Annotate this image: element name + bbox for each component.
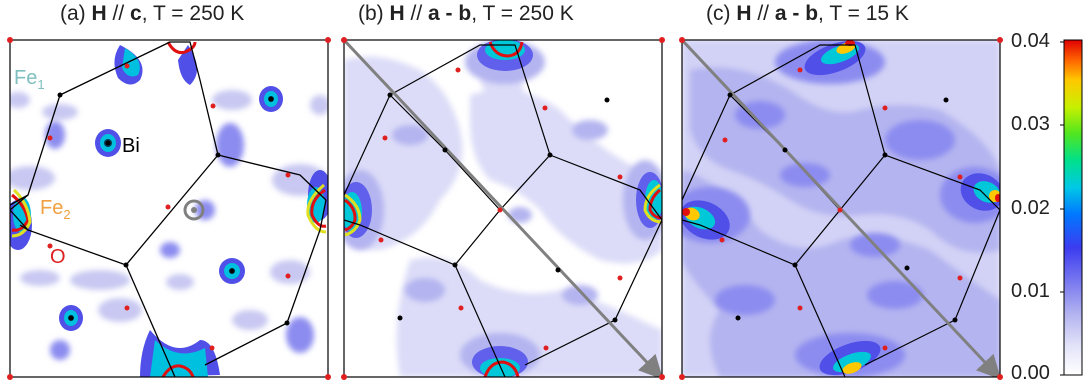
panel-b — [341, 37, 665, 380]
panel-b-frame — [343, 39, 663, 378]
bi-label: Bi — [122, 135, 140, 157]
panel-a-title: (a) H // c, T = 250 K — [60, 2, 245, 25]
fe2-label: Fe2 — [40, 197, 71, 222]
fe1-label: Fe1 — [14, 67, 45, 92]
panel-c-frame — [681, 39, 1001, 378]
colorbar-tick-label: 0.00 — [1011, 362, 1050, 384]
panel-a-density-map — [10, 41, 328, 377]
colorbar — [1060, 39, 1083, 376]
colorbar-tick-label: 0.03 — [1011, 113, 1050, 135]
colorbar-tick-label: 0.01 — [1011, 280, 1050, 302]
panel-b-title: (b) H // a - b, T = 250 K — [358, 2, 574, 25]
panel-b-density-map — [344, 40, 662, 377]
o-label: O — [50, 246, 66, 268]
colorbar-tick-label: 0.02 — [1011, 197, 1050, 219]
panel-c-density-map — [682, 40, 1000, 377]
panel-c-direction-arrow — [682, 40, 1000, 377]
out-of-plane-axis-icon — [183, 199, 205, 221]
panel-a-frame — [9, 39, 329, 378]
colorbar-tick-label: 0.04 — [1011, 30, 1050, 52]
panel-a: Fe1 Bi Fe2 O — [7, 37, 331, 380]
panel-b-direction-arrow — [344, 40, 662, 377]
panel-c — [679, 37, 1003, 380]
panel-c-title: (c) H // a - b, T = 15 K — [706, 2, 909, 25]
